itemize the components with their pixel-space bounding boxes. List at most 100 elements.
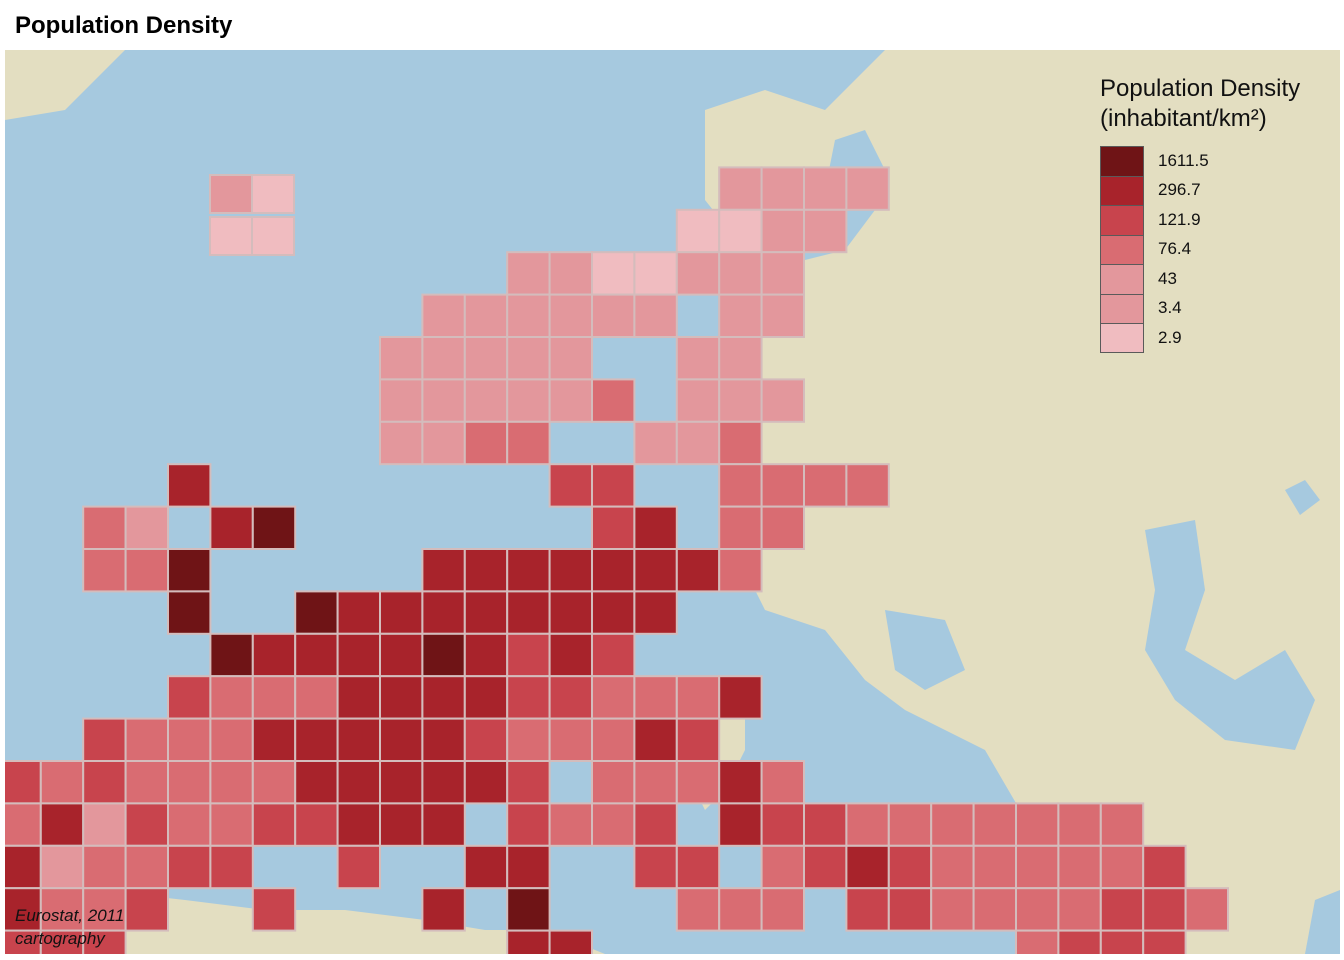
density-cell <box>887 844 933 890</box>
density-cell <box>972 802 1017 847</box>
density-cell <box>39 887 85 932</box>
density-cell <box>124 717 169 762</box>
density-cell <box>548 717 593 762</box>
map-legend: Population Density (inhabitant/km²) 1611… <box>1100 74 1300 353</box>
density-cell <box>209 174 253 214</box>
density-cell <box>718 251 763 296</box>
density-cell <box>463 590 509 635</box>
density-cell <box>209 505 254 551</box>
legend-row: 1611.5 <box>1100 146 1300 176</box>
density-cell <box>591 675 636 720</box>
density-cell <box>5 844 42 890</box>
density-cell <box>633 420 678 466</box>
density-cell <box>803 463 848 508</box>
density-cell <box>675 208 721 254</box>
density-cell <box>124 505 169 551</box>
density-cell <box>633 844 678 890</box>
density-cell <box>760 844 805 890</box>
density-cell <box>421 293 466 339</box>
density-cell <box>633 760 678 805</box>
legend-row: 3.4 <box>1100 293 1300 323</box>
density-cell <box>463 378 509 423</box>
density-cell <box>124 802 169 847</box>
density-cell <box>463 632 509 678</box>
density-cell <box>209 216 253 256</box>
density-cell <box>803 166 848 211</box>
density-cell <box>124 760 169 805</box>
density-cell <box>760 208 805 254</box>
density-cell <box>506 378 551 423</box>
density-cell <box>845 887 890 932</box>
density-cell <box>591 802 636 847</box>
density-cell <box>421 590 466 635</box>
density-cell <box>718 760 763 805</box>
density-cell <box>1099 844 1145 890</box>
density-cell <box>336 675 382 720</box>
density-cell <box>421 378 466 423</box>
density-cell <box>294 802 339 847</box>
density-cell <box>251 174 295 214</box>
source-note: Eurostat, 2011 cartography <box>15 906 125 948</box>
density-cell <box>379 336 424 381</box>
density-cell <box>82 844 127 890</box>
density-cell <box>379 802 424 847</box>
density-cell <box>1057 844 1102 890</box>
density-cell <box>675 675 721 720</box>
density-cell <box>251 216 295 256</box>
density-cell <box>845 802 890 847</box>
density-cell <box>421 760 466 805</box>
map-title: Population Density <box>15 12 233 39</box>
density-cell <box>548 251 593 296</box>
density-cell <box>675 548 721 593</box>
density-cell <box>548 336 593 381</box>
density-cell <box>506 760 551 805</box>
density-cell <box>421 548 466 593</box>
density-cell <box>294 675 339 720</box>
density-cell <box>379 760 424 805</box>
density-cell <box>39 802 85 847</box>
density-cell <box>506 420 551 466</box>
density-cell <box>463 760 509 805</box>
density-cell <box>82 717 127 762</box>
density-cell <box>421 802 466 847</box>
density-cell <box>167 675 212 720</box>
density-cell <box>124 887 169 932</box>
density-cell <box>82 760 127 805</box>
density-cell <box>5 760 42 805</box>
density-cell <box>39 844 85 890</box>
density-cell <box>251 887 297 932</box>
density-cell <box>421 420 466 466</box>
density-cell <box>803 208 848 254</box>
density-cell <box>82 505 127 551</box>
density-cell <box>1057 802 1102 847</box>
density-cell <box>1057 887 1102 932</box>
density-cell <box>167 844 212 890</box>
density-cell <box>633 590 678 635</box>
density-cell <box>167 548 212 593</box>
density-cell <box>1099 929 1145 954</box>
density-cell <box>718 463 763 508</box>
density-cell <box>506 802 551 847</box>
density-cell <box>506 844 551 890</box>
density-cell <box>421 336 466 381</box>
density-cell <box>336 802 382 847</box>
density-cell <box>379 717 424 762</box>
density-cell <box>718 293 763 339</box>
density-cell <box>591 632 636 678</box>
density-cell <box>336 717 382 762</box>
density-cell <box>463 717 509 762</box>
density-cell <box>506 548 551 593</box>
density-cell <box>760 802 805 847</box>
density-cell <box>887 802 933 847</box>
density-cell <box>421 717 466 762</box>
density-cell <box>336 844 382 890</box>
density-cell <box>930 802 975 847</box>
density-cell <box>336 760 382 805</box>
density-cell <box>1015 802 1060 847</box>
density-cell <box>251 675 297 720</box>
density-cell <box>548 548 593 593</box>
density-cell <box>1015 887 1060 932</box>
density-cell <box>463 844 509 890</box>
density-cell <box>1015 929 1060 954</box>
density-cell <box>633 293 678 339</box>
